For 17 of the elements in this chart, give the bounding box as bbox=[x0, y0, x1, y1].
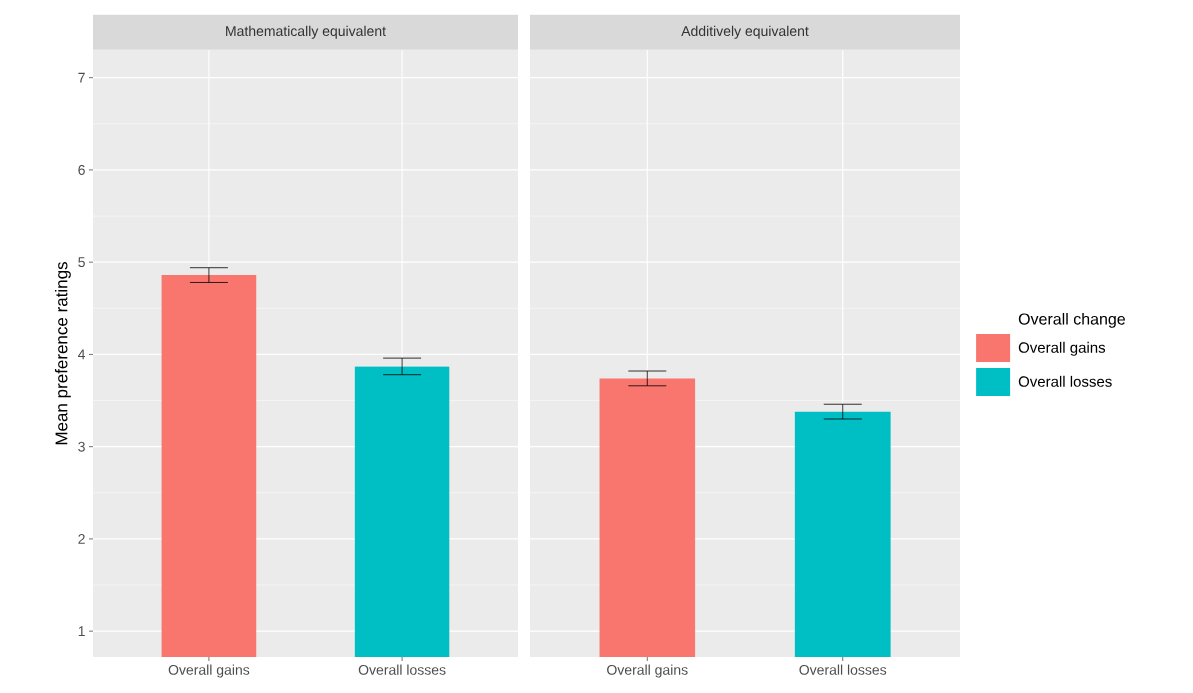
y-tick-label: 3 bbox=[78, 441, 85, 452]
y-tick-label: 7 bbox=[78, 72, 85, 83]
x-tick-label: Overall losses bbox=[799, 664, 887, 675]
x-tick-label: Overall losses bbox=[358, 664, 446, 675]
legend-title: Overall change bbox=[1018, 312, 1125, 328]
chart-title: Additively equivalent bbox=[681, 25, 809, 39]
y-tick-label: 2 bbox=[78, 534, 85, 544]
y-tick-label: 4 bbox=[78, 349, 86, 360]
legend-label: Overall losses bbox=[1018, 375, 1112, 387]
x-tick-label: Overall gains bbox=[607, 664, 688, 678]
x-tick-label: Overall gains bbox=[168, 664, 250, 678]
chart-title: Mathematically equivalent bbox=[226, 25, 386, 39]
y-axis-title: Mean preference ratings bbox=[54, 262, 71, 445]
y-tick-label: 5 bbox=[78, 257, 85, 268]
y-tick-label: 6 bbox=[78, 164, 85, 175]
legend-label: Overall gains bbox=[1018, 341, 1106, 356]
y-tick-label: 1 bbox=[78, 626, 85, 636]
